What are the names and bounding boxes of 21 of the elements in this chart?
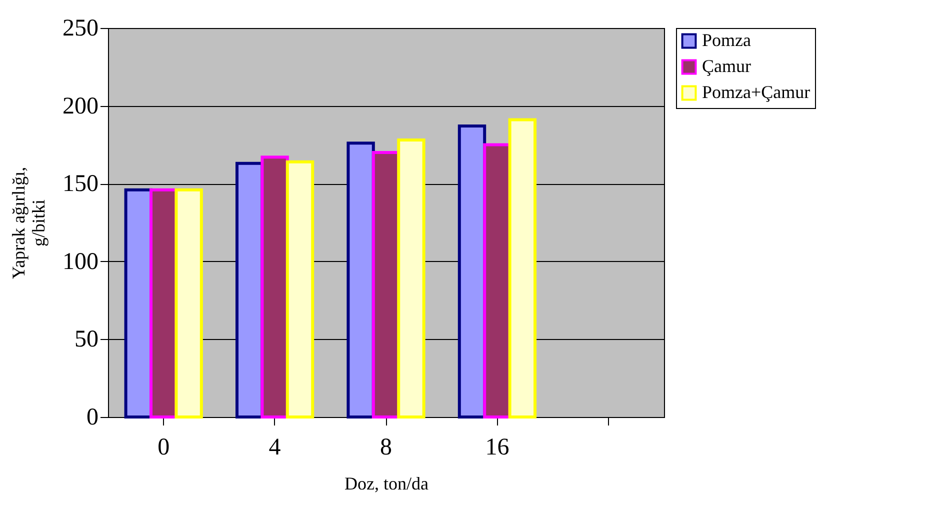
bar — [174, 188, 203, 418]
y-tick-label: 50 — [74, 326, 98, 353]
x-axis-title: Doz, ton/da — [344, 474, 428, 494]
x-tick-label: 8 — [380, 434, 392, 460]
x-tick-label: 0 — [158, 434, 170, 460]
bar — [508, 118, 537, 418]
x-tick-label: 4 — [268, 434, 281, 460]
y-tick-label: 250 — [62, 16, 98, 42]
legend-label: Çamur — [702, 56, 751, 76]
bar — [286, 160, 314, 418]
x-tick-label: 16 — [485, 434, 510, 460]
y-tick-label: 150 — [62, 171, 98, 198]
legend-label: Pomza+Çamur — [702, 82, 810, 102]
y-tick-label: 100 — [62, 248, 98, 275]
y-axis-title: Yaprak ağırlığı, g/bitki — [8, 166, 48, 280]
legend-label: Pomza — [702, 30, 751, 50]
bar — [397, 138, 426, 418]
y-tick-label: 0 — [86, 404, 98, 430]
bar — [260, 156, 289, 418]
bar — [346, 142, 375, 418]
y-tick-label: 200 — [62, 93, 98, 120]
